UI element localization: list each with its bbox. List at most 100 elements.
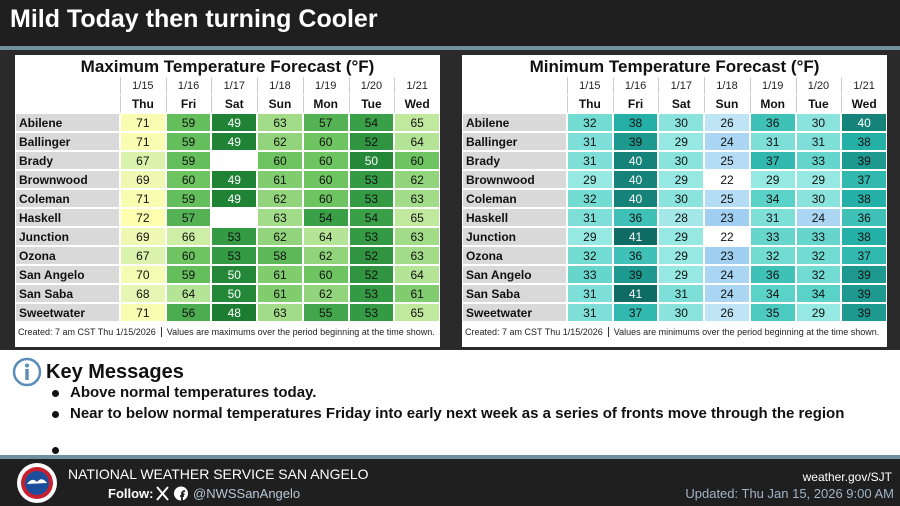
footnote: Created: 7 am CST Thu 1/15/2026 Values ar…: [18, 327, 435, 337]
bullet: [52, 411, 59, 418]
city-name: Brady: [462, 151, 567, 170]
table-title: Minimum Temperature Forecast (°F): [529, 57, 820, 76]
temp-cell: 54: [348, 113, 395, 132]
temp-cell: 60: [302, 189, 349, 208]
temp-cell: 49: [211, 113, 258, 132]
date-header: 1/18: [257, 77, 303, 95]
temp-cell: 32: [795, 265, 842, 284]
city-name: Brady: [15, 151, 120, 170]
temp-cell: 57: [302, 113, 349, 132]
temp-cell: 52: [348, 265, 395, 284]
temp-cell: 52: [348, 132, 395, 151]
date-header: 1/19: [749, 77, 796, 95]
temp-cell: 53: [211, 246, 258, 265]
temp-cell: 25: [704, 151, 750, 170]
day-header: Mon: [302, 95, 349, 113]
temp-cell: 30: [795, 113, 842, 132]
temp-cell: 36: [612, 208, 659, 227]
temp-cell: 30: [658, 189, 705, 208]
temp-cell: 35: [749, 303, 796, 322]
day-header: Sat: [211, 95, 258, 113]
temp-cell: 37: [612, 303, 659, 322]
temp-cell: 31: [749, 208, 796, 227]
temp-cell: 67: [120, 151, 166, 170]
city-name: San Saba: [462, 284, 567, 303]
temp-cell: 61: [257, 265, 303, 284]
temp-cell: 39: [841, 265, 887, 284]
temp-cell: 31: [749, 132, 796, 151]
social-handle[interactable]: @NWSSanAngelo: [193, 486, 301, 501]
temp-cell: 30: [658, 303, 705, 322]
city-name: Abilene: [15, 113, 120, 132]
temp-cell: 65: [394, 208, 440, 227]
temp-cell: 37: [749, 151, 796, 170]
temp-cell: 32: [795, 246, 842, 265]
city-name: Sweetwater: [15, 303, 120, 322]
footnote-note: Values are minimums over the period begi…: [613, 327, 880, 337]
key-message: Near to below normal temperatures Friday…: [70, 405, 845, 422]
city-name: Ballinger: [462, 132, 567, 151]
temp-cell: 37: [841, 246, 887, 265]
date-header: 1/16: [612, 77, 659, 95]
temp-cell: 59: [165, 151, 212, 170]
city-name: San Angelo: [15, 265, 120, 284]
footnote: Created: 7 am CST Thu 1/15/2026 Values ar…: [465, 327, 879, 337]
temp-cell: 72: [120, 208, 166, 227]
day-header: Thu: [120, 95, 166, 113]
temp-cell: 64: [302, 227, 349, 246]
city-name: Coleman: [15, 189, 120, 208]
temp-cell: 62: [302, 284, 349, 303]
day-header: Wed: [394, 95, 440, 113]
temp-cell: 38: [841, 227, 887, 246]
temp-cell: 38: [612, 113, 659, 132]
website[interactable]: weather.gov/SJT: [802, 470, 892, 484]
temp-cell: 32: [567, 113, 613, 132]
key-message: Above normal temperatures today.: [70, 384, 317, 401]
header-bar: [0, 0, 900, 46]
temp-cell: 60: [257, 151, 303, 170]
temp-cell: 66: [165, 227, 212, 246]
temp-cell: 41: [612, 227, 659, 246]
city-name: Abilene: [462, 113, 567, 132]
temp-cell: 54: [302, 208, 349, 227]
temp-cell: 38: [841, 132, 887, 151]
day-header: Fri: [612, 95, 659, 113]
temp-cell: 60: [302, 132, 349, 151]
temp-cell: 53: [211, 227, 258, 246]
temp-cell: 39: [612, 265, 659, 284]
temp-cell: 55: [302, 303, 349, 322]
temp-cell: 67: [120, 246, 166, 265]
temp-cell: 61: [394, 284, 440, 303]
footnote-note: Values are maximums over the period begi…: [166, 327, 435, 337]
temp-cell: 59: [165, 265, 212, 284]
temp-cell: 59: [165, 132, 212, 151]
day-header: Sun: [257, 95, 303, 113]
org-name: NATIONAL WEATHER SERVICE SAN ANGELO: [68, 466, 369, 482]
date-header: 1/20: [795, 77, 842, 95]
temp-cell: 26: [704, 113, 750, 132]
temp-cell: 39: [841, 151, 887, 170]
temp-cell: 31: [795, 132, 842, 151]
temp-cell: 36: [841, 208, 887, 227]
temp-cell: 28: [658, 208, 705, 227]
social-icons[interactable]: [156, 486, 190, 501]
temp-cell: 32: [749, 246, 796, 265]
updated-time: Updated: Thu Jan 15, 2026 9:00 AM: [685, 486, 894, 501]
temp-cell: 53: [348, 170, 395, 189]
follow-label: Follow:: [108, 486, 154, 501]
temp-cell: 61: [257, 170, 303, 189]
temp-cell: 25: [704, 189, 750, 208]
city-name: Ozona: [15, 246, 120, 265]
temp-cell: 29: [658, 132, 705, 151]
date-header: 1/17: [658, 77, 705, 95]
date-header: 1/15: [567, 77, 613, 95]
temp-cell: 32: [567, 246, 613, 265]
city-name: Brownwood: [15, 170, 120, 189]
city-name: San Saba: [15, 284, 120, 303]
temp-cell: 22: [704, 227, 750, 246]
temp-cell: 71: [120, 113, 166, 132]
temp-cell: 59: [165, 189, 212, 208]
temp-cell: 63: [257, 113, 303, 132]
temp-cell: 49: [211, 132, 258, 151]
footnote-created: Created: 7 am CST Thu 1/15/2026: [465, 327, 603, 337]
